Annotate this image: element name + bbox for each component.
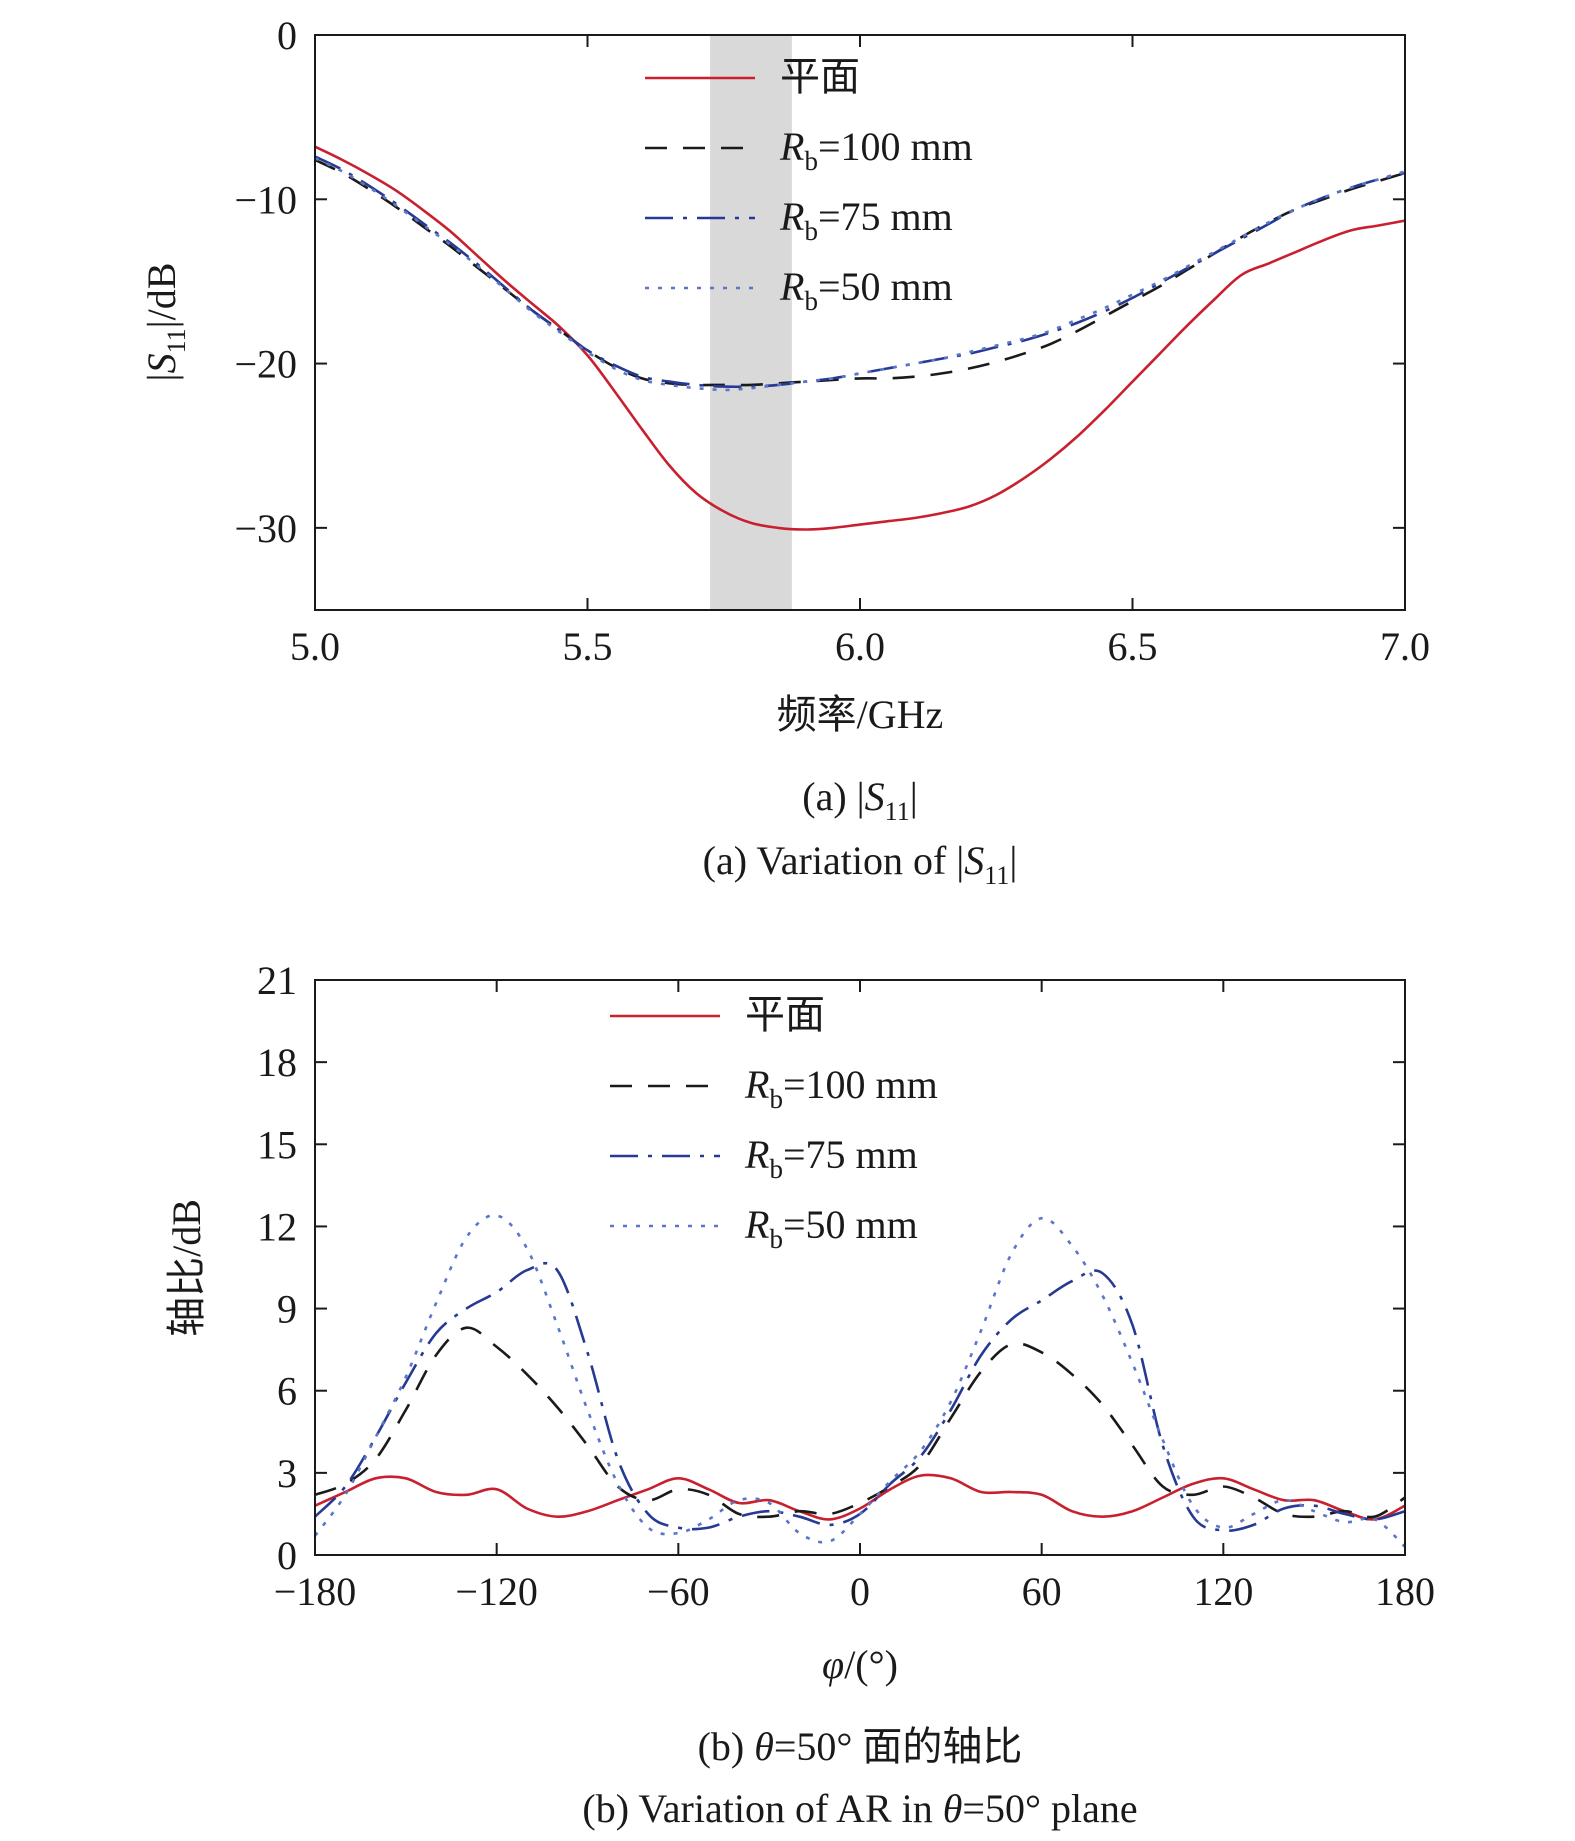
x-tick-label: 120 — [1193, 1569, 1253, 1614]
x-tick-label: 7.0 — [1380, 624, 1430, 669]
series-group — [313, 1214, 1406, 1548]
legend-label: Rb=75 mm — [779, 194, 953, 246]
legend: 平面 Rb=100 mm Rb=75 mm Rb=50 mm — [610, 992, 938, 1254]
y-tick-label: 18 — [257, 1040, 297, 1085]
x-tick-label: 6.0 — [835, 624, 885, 669]
y-tick-label: −20 — [234, 342, 297, 387]
shaded-band — [710, 35, 792, 610]
caption-cn: (b) θ=50° 面的轴比 — [698, 1724, 1023, 1769]
chart-axial-ratio: −180 −120 −60 0 60 120 180 0 3 6 9 12 15 18 21 平面 Rb=10… — [164, 958, 1435, 1831]
y-axis-title: |S11|/dB — [139, 263, 191, 382]
x-tick-label: 6.5 — [1108, 624, 1158, 669]
legend-label: Rb=50 mm — [744, 1202, 918, 1254]
series-line-3 — [314, 157, 1406, 392]
series-line-2 — [314, 155, 1406, 389]
legend-label: Rb=100 mm — [744, 1062, 938, 1114]
y-tick-label: 0 — [277, 1533, 297, 1578]
series-line-0 — [314, 1473, 1406, 1521]
legend-label: Rb=100 mm — [779, 124, 973, 176]
legend-label: Rb=75 mm — [744, 1132, 918, 1184]
y-tick-label: −30 — [234, 506, 297, 551]
x-tick-label: 5.0 — [290, 624, 340, 669]
x-tick-label: 5.5 — [563, 624, 613, 669]
y-tick-label: 21 — [257, 958, 297, 1003]
y-tick-label: 0 — [277, 13, 297, 58]
tick-group: 5.0 5.5 6.0 6.5 7.0 0 −10 −20 −30 — [234, 13, 1430, 669]
y-axis-title: 轴比/dB — [164, 1199, 209, 1337]
series-group — [314, 145, 1406, 531]
x-tick-label: −180 — [274, 1569, 357, 1614]
legend: 平面 Rb=100 mm Rb=75 mm Rb=50 mm — [645, 54, 973, 316]
series-line-1 — [314, 1326, 1406, 1519]
legend-label: 平面 — [745, 992, 825, 1037]
x-tick-label: 0 — [850, 1569, 870, 1614]
x-axis-title: φ/(°) — [822, 1642, 898, 1687]
tick-group: −180 −120 −60 0 60 120 180 0 3 6 9 12 15 18 21 — [257, 958, 1435, 1614]
caption-en: (a) Variation of |S11| — [703, 838, 1018, 890]
legend-label: 平面 — [780, 54, 860, 99]
x-tick-label: 60 — [1022, 1569, 1062, 1614]
x-tick-label: −60 — [647, 1569, 710, 1614]
legend-label: Rb=50 mm — [779, 264, 953, 316]
x-tick-label: −120 — [455, 1569, 538, 1614]
y-tick-label: 12 — [257, 1204, 297, 1249]
caption-en: (b) Variation of AR in θ=50° plane — [582, 1786, 1137, 1831]
x-axis-title: 频率/GHz — [777, 692, 944, 737]
y-tick-label: −10 — [234, 177, 297, 222]
y-tick-label: 9 — [277, 1287, 297, 1332]
y-tick-label: 6 — [277, 1369, 297, 1414]
x-tick-label: 180 — [1375, 1569, 1435, 1614]
y-tick-label: 3 — [277, 1451, 297, 1496]
y-tick-label: 15 — [257, 1122, 297, 1167]
series-line-0 — [314, 145, 1406, 531]
chart-s11: 5.0 5.5 6.0 6.5 7.0 0 −10 −20 −30 平面 Rb=100 mm Rb=… — [139, 13, 1430, 890]
caption-cn: (a) |S11| — [802, 774, 917, 826]
series-line-3 — [313, 1214, 1406, 1548]
